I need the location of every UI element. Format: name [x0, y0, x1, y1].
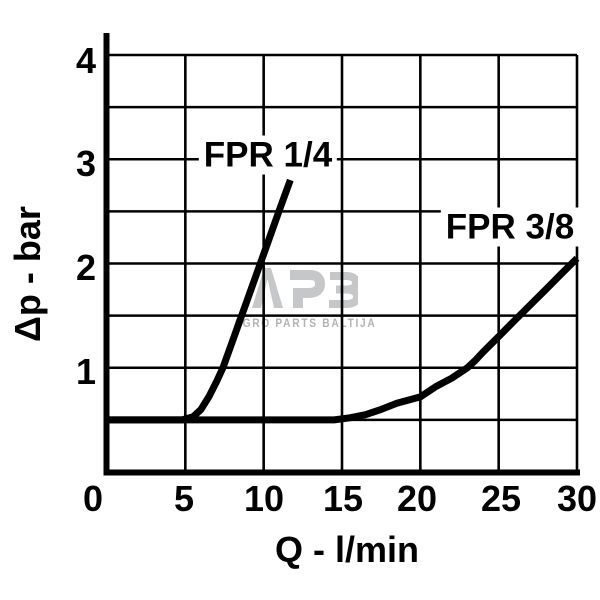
- x-tick-15: 15: [322, 478, 364, 519]
- x-tick-30: 30: [556, 478, 598, 519]
- y-tick-4: 4: [75, 40, 96, 81]
- grid-lines: [107, 53, 579, 472]
- curve-label-fpr-3-8: FPR 3/8: [440, 207, 580, 247]
- y-axis-title: Δp - bar: [7, 206, 48, 342]
- curve-label-fpr-1-4: FPR 1/4: [198, 135, 338, 175]
- x-axis-title: Q - l/min: [275, 529, 419, 570]
- logo-letter-a: [252, 268, 283, 308]
- logo-letter-b: [329, 272, 362, 308]
- x-tick-25: 25: [480, 478, 522, 519]
- x-tick-5: 5: [173, 478, 195, 519]
- x-tick-0: 0: [82, 478, 104, 519]
- y-tick-1: 1: [75, 351, 96, 392]
- watermark: [252, 268, 362, 313]
- x-tick-20: 20: [396, 478, 438, 519]
- y-tick-2: 2: [75, 247, 96, 288]
- apb-logo-icon: [252, 268, 362, 308]
- watermark-subtitle: AGRO PARTS BALTIJA: [233, 316, 377, 330]
- y-tick-3: 3: [75, 143, 96, 184]
- curve-lines: [107, 178, 580, 424]
- curve-fpr-3-8: [107, 255, 580, 424]
- x-tick-10: 10: [243, 478, 285, 519]
- logo-letter-p: [290, 270, 326, 308]
